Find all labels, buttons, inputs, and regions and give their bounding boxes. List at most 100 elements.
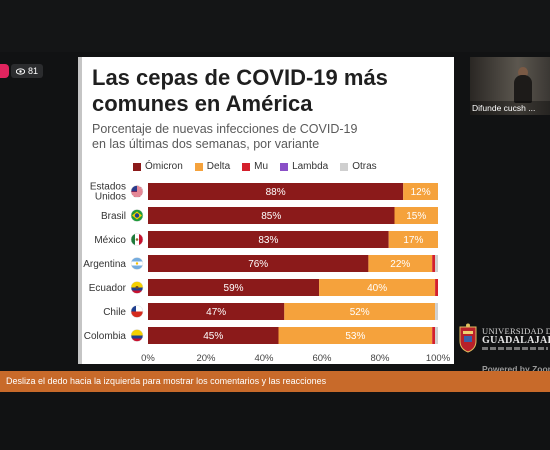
university-tagline-decoration: [482, 347, 548, 350]
legend-item: Delta: [194, 161, 230, 172]
flag-stripe: [131, 335, 143, 339]
legend-label: Otras: [352, 161, 377, 172]
variant-bar-chart: Estados Unidos 88% 12% Brasil 85% 15% México 83%…: [78, 175, 454, 365]
presenter-name-caption: Difunde cucsh ...: [470, 101, 550, 115]
category-label-line: Colombia: [84, 331, 127, 342]
category-label-line: Unidos: [95, 192, 126, 203]
bottom-black-area: [0, 392, 550, 450]
flag-body: [131, 233, 143, 246]
flag-stripe: [131, 311, 143, 318]
flag-stripe: [131, 265, 143, 270]
bar-segment: [284, 303, 436, 320]
data-label: 47%: [206, 307, 226, 318]
bar-segment: [368, 255, 433, 272]
bar-segment: [278, 327, 433, 344]
flag-body: [131, 185, 143, 197]
legend-label: Ómicron: [145, 161, 183, 172]
university-name-line-2: GUADALAJARA: [482, 335, 550, 346]
swipe-hint-banner[interactable]: Desliza el dedo hacia la izquierda para …: [0, 371, 550, 392]
slide-subtitle: Porcentaje de nuevas infecciones de COVI…: [92, 122, 452, 151]
university-logo: UNIVERSIDAD DE GUADALAJARA: [456, 320, 550, 364]
x-tick-label: 80%: [370, 353, 390, 364]
category-label-line: Argentina: [83, 259, 126, 270]
flag-body: [131, 305, 143, 318]
viewer-count-badge[interactable]: 81: [11, 64, 44, 78]
flag-body: [131, 257, 143, 270]
x-tick-label: 40%: [254, 353, 274, 364]
bar-segment: [388, 231, 438, 248]
bar-segment: [148, 327, 279, 344]
bar-segment: [432, 327, 436, 344]
powered-by-label: Powered by Zoom: [482, 364, 550, 374]
flag-border: [130, 209, 144, 222]
bar-segment: [435, 255, 438, 272]
flag-stripe: [131, 185, 137, 192]
ecuador-flag-icon: [130, 281, 144, 294]
chart-legend: Ómicron Delta Mu Lambda Otras: [133, 161, 377, 172]
flag-border: [130, 305, 144, 318]
data-label: 59%: [224, 283, 244, 294]
x-tick-label: 20%: [196, 353, 216, 364]
brazil-flag-icon: [130, 209, 144, 222]
category-label: México: [94, 235, 126, 246]
legend-swatch: [133, 162, 141, 171]
flag-border: [130, 329, 144, 342]
presenter-video-tile[interactable]: Difunde cucsh ...: [470, 57, 550, 115]
flag-stripe: [135, 262, 139, 265]
flag-stripe: [131, 257, 143, 262]
flag-border: [130, 185, 144, 198]
data-label: 22%: [390, 259, 410, 270]
bar-segment: [394, 207, 438, 224]
bar-segment: [148, 207, 395, 224]
category-label-line: Chile: [103, 307, 126, 318]
bar-segment: [148, 279, 320, 296]
flag-border: [130, 281, 144, 294]
legend-swatch: [194, 162, 203, 171]
bar-segment: [148, 255, 369, 272]
slide-title-line-2: comunes en América: [92, 91, 313, 116]
flag-stripe: [131, 329, 143, 336]
flag-border: [130, 257, 144, 270]
x-tick-label: 60%: [312, 353, 332, 364]
data-label: 83%: [258, 235, 278, 246]
flag-stripe: [131, 195, 143, 197]
flag-stripe: [135, 286, 139, 289]
university-name-line-1: UNIVERSIDAD DE: [482, 326, 550, 336]
presenter-figure: [514, 75, 532, 103]
bar-segment: [148, 231, 389, 248]
slide-title: Las cepas de COVID-19 más comunes en Amé…: [92, 65, 452, 117]
flag-stripe: [131, 193, 143, 195]
flag-stripe: [135, 238, 139, 241]
data-label: 17%: [403, 235, 423, 246]
flag-stripe: [139, 233, 143, 246]
shared-slide: Las cepas de COVID-19 más comunes en Amé…: [78, 57, 454, 364]
category-label-line: México: [94, 235, 126, 246]
flag-stripe: [131, 233, 135, 246]
data-label: 12%: [411, 187, 431, 198]
legend-item: Otras: [340, 161, 377, 172]
colombia-flag-icon: [130, 329, 144, 342]
flag-stripe: [134, 213, 140, 218]
legend-swatch: [340, 162, 349, 171]
flag-body: [131, 329, 143, 342]
category-label-line: Estados: [90, 182, 126, 193]
legend-item: Lambda: [280, 161, 328, 172]
data-label: 53%: [345, 331, 365, 342]
category-label: Brasil: [101, 211, 126, 222]
bar-segment: [148, 183, 404, 200]
data-label: 40%: [367, 283, 387, 294]
legend-label: Mu: [254, 161, 269, 172]
chart-svg: Estados Unidos 88% 12% Brasil 85% 15% México 83%…: [83, 182, 451, 365]
bar-segment: [403, 183, 438, 200]
category-label: Chile: [103, 307, 126, 318]
legend-swatch: [280, 162, 289, 171]
bar-segment: [148, 303, 285, 320]
data-label: 88%: [266, 187, 286, 198]
slide-subtitle-line-2: en las últimas dos semanas, por variante: [92, 136, 320, 151]
flag-body: [131, 281, 143, 294]
university-seal-icon: [459, 323, 477, 353]
chile-flag-icon: [130, 305, 144, 318]
bar-segment: [435, 327, 438, 344]
category-label-line: Brasil: [101, 211, 126, 222]
us-flag-icon: [130, 185, 144, 198]
